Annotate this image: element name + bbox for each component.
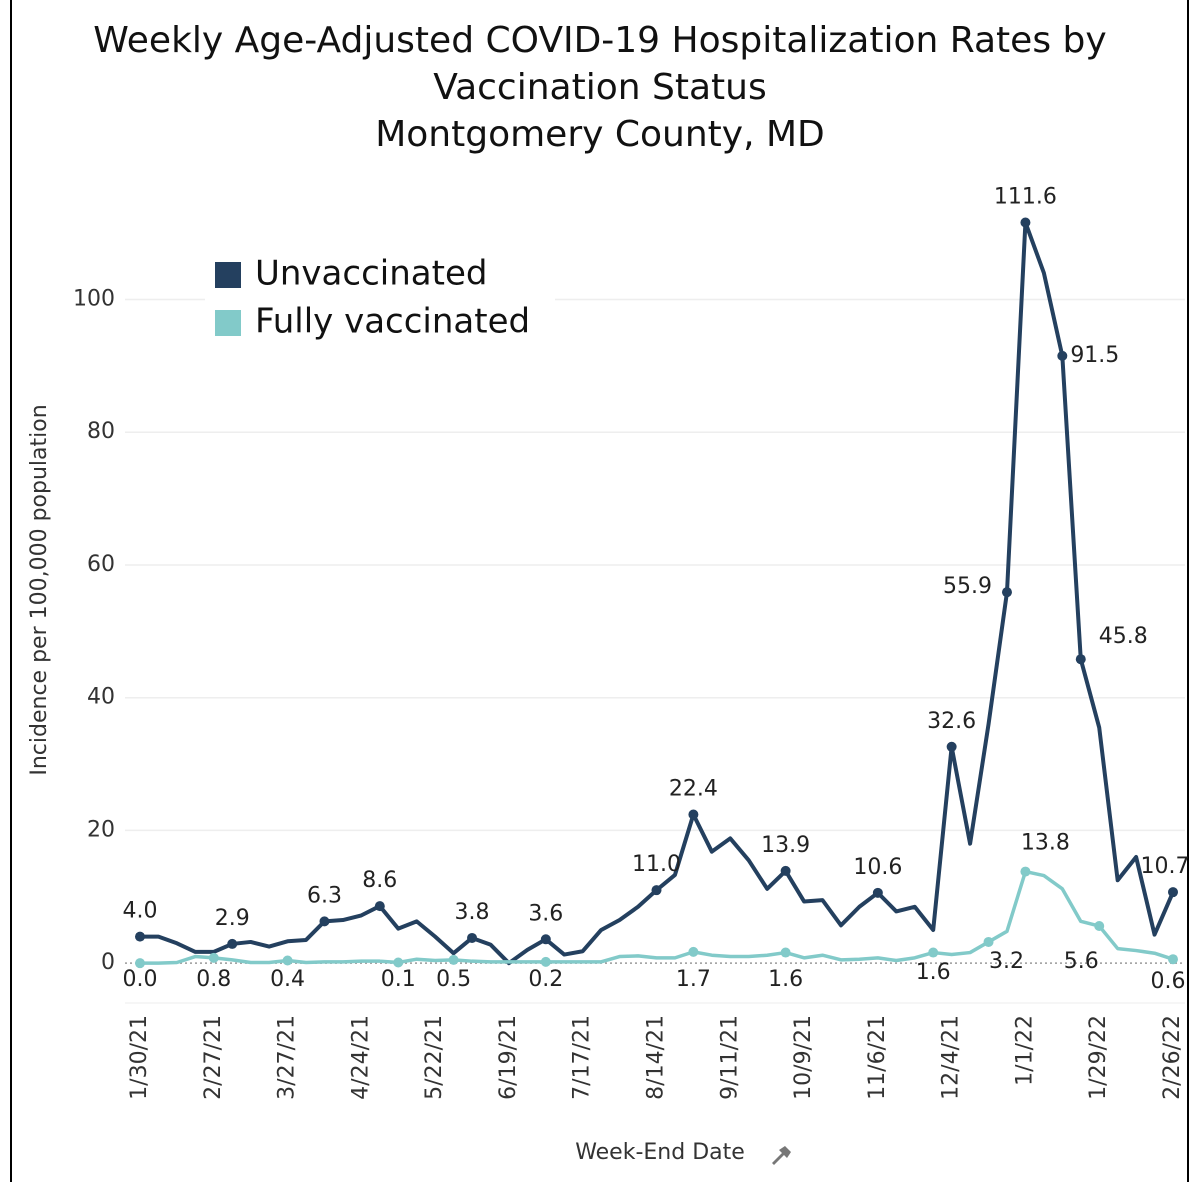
data-label: 1.7 (676, 967, 711, 992)
x-tick-label: 8/14/21 (644, 1015, 669, 1100)
x-tick-label: 10/9/21 (791, 1015, 816, 1100)
series-line (140, 869, 1174, 965)
point (651, 885, 662, 896)
point (946, 741, 957, 752)
x-tick-label: 11/6/21 (865, 1015, 890, 1100)
point (688, 809, 699, 820)
data-label: 0.0 (123, 967, 158, 992)
point (928, 947, 939, 958)
point (393, 957, 404, 968)
data-label: 0.1 (381, 967, 416, 992)
data-label: 0.6 (1151, 969, 1186, 994)
point (872, 887, 883, 898)
legend-label: Unvaccinated (255, 254, 487, 294)
x-tick-label: 1/30/21 (127, 1015, 152, 1100)
point (1020, 866, 1031, 877)
point (540, 934, 551, 945)
data-label: 1.6 (768, 967, 803, 992)
point (780, 865, 791, 876)
point (540, 956, 551, 967)
point (1094, 921, 1105, 932)
point (282, 955, 293, 966)
data-label: 5.6 (1064, 949, 1099, 974)
data-label: 3.6 (528, 901, 563, 926)
y-tick-label: 40 (87, 685, 115, 710)
x-tick-label: 7/17/21 (570, 1015, 595, 1100)
data-label: 3.2 (989, 949, 1024, 974)
y-tick-label: 100 (73, 286, 115, 311)
y-tick-label: 80 (87, 419, 115, 444)
point (1075, 654, 1086, 665)
legend-label: Fully vaccinated (255, 302, 530, 342)
x-tick-label: 5/22/21 (422, 1015, 447, 1100)
x-tick-label: 2/27/21 (201, 1015, 226, 1100)
data-label: 111.6 (994, 184, 1057, 209)
point (448, 954, 459, 965)
legend-swatch (215, 262, 241, 288)
point (1057, 350, 1068, 361)
chart-title: Montgomery County, MD (375, 114, 825, 155)
point (1168, 887, 1178, 898)
chart-title: Weekly Age-Adjusted COVID-19 Hospitaliza… (93, 20, 1106, 61)
x-tick-label: 2/26/22 (1160, 1015, 1185, 1100)
x-tick-label: 3/27/21 (275, 1015, 300, 1100)
data-label: 22.4 (669, 777, 718, 802)
data-label: 0.5 (436, 967, 471, 992)
data-label: 91.5 (1070, 343, 1119, 368)
data-label: 10.6 (853, 855, 902, 880)
point (374, 901, 385, 912)
data-label: 11.0 (632, 852, 681, 877)
data-label: 32.6 (927, 709, 976, 734)
data-label: 1.6 (916, 960, 951, 985)
data-label: 13.8 (1021, 831, 1070, 856)
point (227, 938, 238, 949)
x-tick-label: 9/11/21 (717, 1015, 742, 1100)
point (1168, 954, 1178, 965)
y-tick-label: 20 (87, 817, 115, 842)
chart-title: Vaccination Status (433, 67, 766, 108)
x-tick-label: 1/29/22 (1086, 1015, 1111, 1100)
x-tick-label: 12/4/21 (939, 1015, 964, 1100)
point (135, 958, 145, 969)
point (1020, 217, 1031, 228)
point (319, 916, 330, 927)
x-axis-label: Week-End Date (575, 1140, 745, 1165)
point (467, 932, 478, 943)
point (688, 946, 699, 957)
data-label: 0.2 (528, 967, 563, 992)
point (780, 947, 791, 958)
data-label: 13.9 (761, 833, 810, 858)
legend-background (205, 248, 555, 348)
point (135, 931, 145, 942)
x-tick-label: 6/19/21 (496, 1015, 521, 1100)
data-label: 2.9 (215, 906, 250, 931)
x-tick-label: 4/24/21 (348, 1015, 373, 1100)
data-label: 8.6 (362, 868, 397, 893)
pin-icon (772, 1146, 791, 1165)
y-axis-label: Incidence per 100,000 population (27, 404, 52, 775)
data-label: 0.8 (196, 967, 231, 992)
point (208, 952, 219, 963)
x-tick-label: 1/1/22 (1012, 1015, 1037, 1086)
point (1001, 587, 1012, 598)
data-label: 6.3 (307, 883, 342, 908)
point (983, 936, 994, 947)
data-label: 10.7 (1141, 854, 1190, 879)
y-tick-label: 60 (87, 552, 115, 577)
y-tick-label: 0 (101, 950, 115, 975)
legend-swatch (215, 310, 241, 336)
data-label: 55.9 (943, 574, 992, 599)
data-label: 3.8 (455, 900, 490, 925)
data-label: 45.8 (1099, 624, 1148, 649)
data-label: 0.4 (270, 967, 305, 992)
data-label: 4.0 (123, 899, 158, 924)
